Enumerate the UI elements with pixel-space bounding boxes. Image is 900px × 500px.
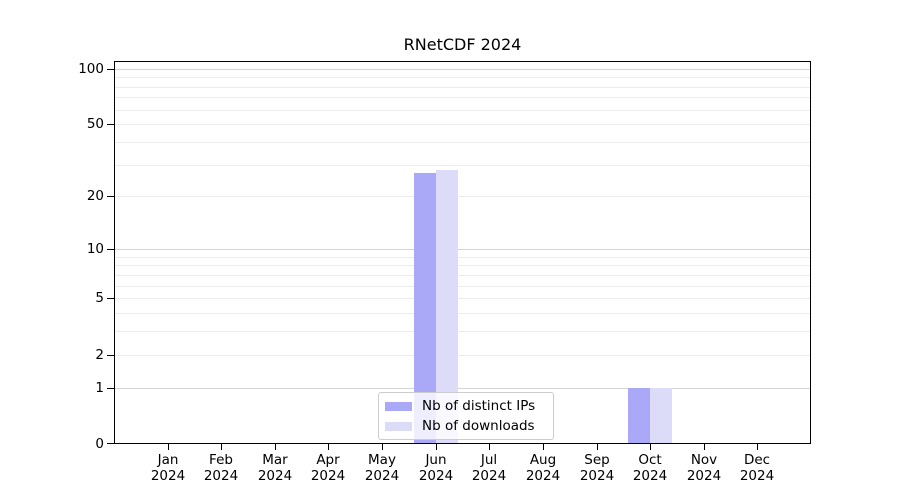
y-tick-mark — [107, 249, 114, 250]
minor-gridline — [115, 275, 810, 276]
x-tick-mark — [328, 444, 329, 450]
minor-gridline — [115, 124, 810, 125]
plot-area — [114, 61, 811, 444]
x-tick-mark — [221, 444, 222, 450]
x-tick-year: 2024 — [579, 468, 615, 484]
legend-swatch-distinct-ips — [385, 401, 412, 411]
legend-label-downloads: Nb of downloads — [422, 418, 535, 434]
x-tick-year: 2024 — [257, 468, 293, 484]
x-tick-label: Dec 2024 — [717, 452, 797, 484]
x-tick-label: Apr 2024 — [288, 452, 368, 484]
legend-item-downloads: Nb of downloads — [385, 416, 553, 436]
x-tick-label: Mar 2024 — [235, 452, 315, 484]
x-tick-mark — [650, 444, 651, 450]
y-tick-label: 5 — [95, 290, 104, 306]
x-tick-mark — [436, 444, 437, 450]
minor-gridline — [115, 196, 810, 197]
x-tick-label: Nov 2024 — [664, 452, 744, 484]
y-tick-mark — [107, 355, 114, 356]
minor-gridline — [115, 165, 810, 166]
y-tick-label: 20 — [86, 188, 104, 204]
minor-gridline — [115, 97, 810, 98]
x-tick-mark — [597, 444, 598, 450]
y-tick-label: 1 — [95, 380, 104, 396]
minor-gridline — [115, 265, 810, 266]
x-tick-label: Jun 2024 — [396, 452, 476, 484]
x-tick-year: 2024 — [739, 468, 775, 484]
x-tick-year: 2024 — [364, 468, 400, 484]
x-tick-year: 2024 — [418, 468, 454, 484]
legend-swatch-downloads — [385, 421, 412, 431]
x-tick-label: Jan 2024 — [128, 452, 208, 484]
x-tick-year: 2024 — [471, 468, 507, 484]
minor-gridline — [115, 257, 810, 258]
x-tick-month: Nov — [690, 452, 718, 468]
x-tick-year: 2024 — [150, 468, 186, 484]
legend: Nb of distinct IPs Nb of downloads — [378, 392, 554, 440]
y-tick-mark — [107, 443, 114, 444]
minor-gridline — [115, 331, 810, 332]
minor-gridline — [115, 286, 810, 287]
x-tick-mark — [489, 444, 490, 450]
y-tick-label: 100 — [78, 61, 104, 77]
x-tick-mark — [757, 444, 758, 450]
x-tick-month: Feb — [209, 452, 233, 468]
y-tick-label: 10 — [86, 241, 104, 257]
x-tick-mark — [704, 444, 705, 450]
x-tick-year: 2024 — [632, 468, 668, 484]
minor-gridline — [115, 77, 810, 78]
minor-gridline — [115, 142, 810, 143]
x-tick-year: 2024 — [310, 468, 346, 484]
minor-gridline — [115, 313, 810, 314]
x-tick-month: Sep — [584, 452, 610, 468]
x-tick-month: Jun — [425, 452, 447, 468]
y-tick-label: 50 — [86, 116, 104, 132]
x-tick-label: May 2024 — [342, 452, 422, 484]
x-tick-month: Oct — [638, 452, 662, 468]
bar-downloads — [436, 170, 458, 443]
x-tick-label: Sep 2024 — [557, 452, 637, 484]
y-tick-mark — [107, 388, 114, 389]
x-tick-year: 2024 — [525, 468, 561, 484]
minor-gridline — [115, 87, 810, 88]
minor-gridline — [115, 355, 810, 356]
x-tick-label: Feb 2024 — [181, 452, 261, 484]
x-tick-mark — [168, 444, 169, 450]
legend-item-distinct-ips: Nb of distinct IPs — [385, 396, 553, 416]
x-tick-month: Aug — [529, 452, 557, 468]
y-tick-mark — [107, 196, 114, 197]
x-tick-label: Oct 2024 — [610, 452, 690, 484]
x-tick-month: Jul — [480, 452, 498, 468]
x-tick-month: May — [368, 452, 396, 468]
bar-downloads — [650, 388, 672, 443]
y-tick-label: 0 — [95, 436, 104, 452]
legend-label-distinct-ips: Nb of distinct IPs — [422, 398, 536, 414]
x-tick-mark — [543, 444, 544, 450]
y-tick-mark — [107, 298, 114, 299]
major-gridline — [115, 69, 810, 70]
x-tick-month: Jan — [157, 452, 179, 468]
x-tick-label: Jul 2024 — [449, 452, 529, 484]
x-tick-month: Dec — [743, 452, 771, 468]
major-gridline — [115, 388, 810, 389]
minor-gridline — [115, 298, 810, 299]
x-tick-label: Aug 2024 — [503, 452, 583, 484]
y-tick-mark — [107, 124, 114, 125]
x-tick-mark — [382, 444, 383, 450]
bar-distinct-ips — [414, 173, 436, 443]
y-tick-mark — [107, 69, 114, 70]
major-gridline — [115, 249, 810, 250]
x-tick-year: 2024 — [203, 468, 239, 484]
x-tick-month: Mar — [262, 452, 288, 468]
chart-title: RNetCDF 2024 — [403, 35, 522, 54]
bar-distinct-ips — [628, 388, 650, 443]
minor-gridline — [115, 110, 810, 111]
x-tick-month: Apr — [316, 452, 340, 468]
x-tick-mark — [275, 444, 276, 450]
x-tick-year: 2024 — [686, 468, 722, 484]
y-tick-label: 2 — [95, 347, 104, 363]
